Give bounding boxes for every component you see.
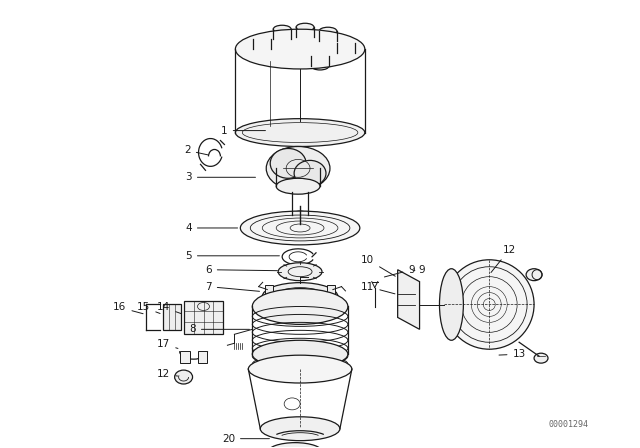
Text: 9: 9 xyxy=(385,265,415,277)
Ellipse shape xyxy=(276,178,320,194)
Ellipse shape xyxy=(296,33,314,41)
Text: 1: 1 xyxy=(221,125,266,136)
Polygon shape xyxy=(397,270,420,329)
Text: 10: 10 xyxy=(361,255,396,276)
Text: - 9: - 9 xyxy=(412,265,425,275)
Text: 00001294: 00001294 xyxy=(549,420,589,429)
Ellipse shape xyxy=(273,35,291,43)
Ellipse shape xyxy=(252,289,348,324)
Ellipse shape xyxy=(175,370,193,384)
Ellipse shape xyxy=(252,340,348,368)
Ellipse shape xyxy=(253,35,271,43)
Text: 17: 17 xyxy=(157,339,178,349)
Ellipse shape xyxy=(311,52,329,60)
Ellipse shape xyxy=(241,211,360,245)
Ellipse shape xyxy=(337,49,355,57)
Text: 12: 12 xyxy=(491,245,516,272)
Ellipse shape xyxy=(268,443,323,448)
Text: 7: 7 xyxy=(205,282,259,292)
Text: 6: 6 xyxy=(205,265,277,275)
Ellipse shape xyxy=(440,269,463,340)
Text: 14: 14 xyxy=(157,302,181,314)
Text: 11: 11 xyxy=(361,282,395,294)
Ellipse shape xyxy=(236,119,365,146)
Ellipse shape xyxy=(262,283,338,310)
Bar xyxy=(198,351,207,363)
Bar xyxy=(163,305,180,330)
Text: 18: 18 xyxy=(0,447,1,448)
Text: 20: 20 xyxy=(222,434,269,444)
Ellipse shape xyxy=(444,260,534,349)
Ellipse shape xyxy=(526,269,542,280)
Text: 16: 16 xyxy=(113,302,143,314)
Ellipse shape xyxy=(266,146,330,190)
Bar xyxy=(180,351,189,363)
Text: 2: 2 xyxy=(184,146,208,155)
Text: 4: 4 xyxy=(185,223,237,233)
Ellipse shape xyxy=(248,355,352,383)
Ellipse shape xyxy=(236,29,365,69)
Ellipse shape xyxy=(253,45,271,53)
Text: 5: 5 xyxy=(185,251,280,261)
Ellipse shape xyxy=(260,417,340,441)
Bar xyxy=(265,284,273,309)
Ellipse shape xyxy=(278,263,322,280)
Text: 15: 15 xyxy=(137,302,160,314)
Ellipse shape xyxy=(270,148,306,178)
Ellipse shape xyxy=(534,353,548,363)
Bar xyxy=(327,284,335,309)
Ellipse shape xyxy=(288,292,312,302)
Text: 12: 12 xyxy=(157,369,178,379)
Text: 19: 19 xyxy=(0,447,1,448)
Ellipse shape xyxy=(311,62,329,70)
Ellipse shape xyxy=(273,25,291,33)
Ellipse shape xyxy=(292,211,308,219)
Ellipse shape xyxy=(319,37,337,45)
Ellipse shape xyxy=(296,23,314,31)
Bar xyxy=(184,301,223,334)
Text: 8: 8 xyxy=(189,324,250,334)
Text: 3: 3 xyxy=(185,172,255,182)
Ellipse shape xyxy=(319,27,337,35)
Ellipse shape xyxy=(294,160,326,186)
Ellipse shape xyxy=(337,39,355,47)
Text: 13: 13 xyxy=(499,349,525,359)
